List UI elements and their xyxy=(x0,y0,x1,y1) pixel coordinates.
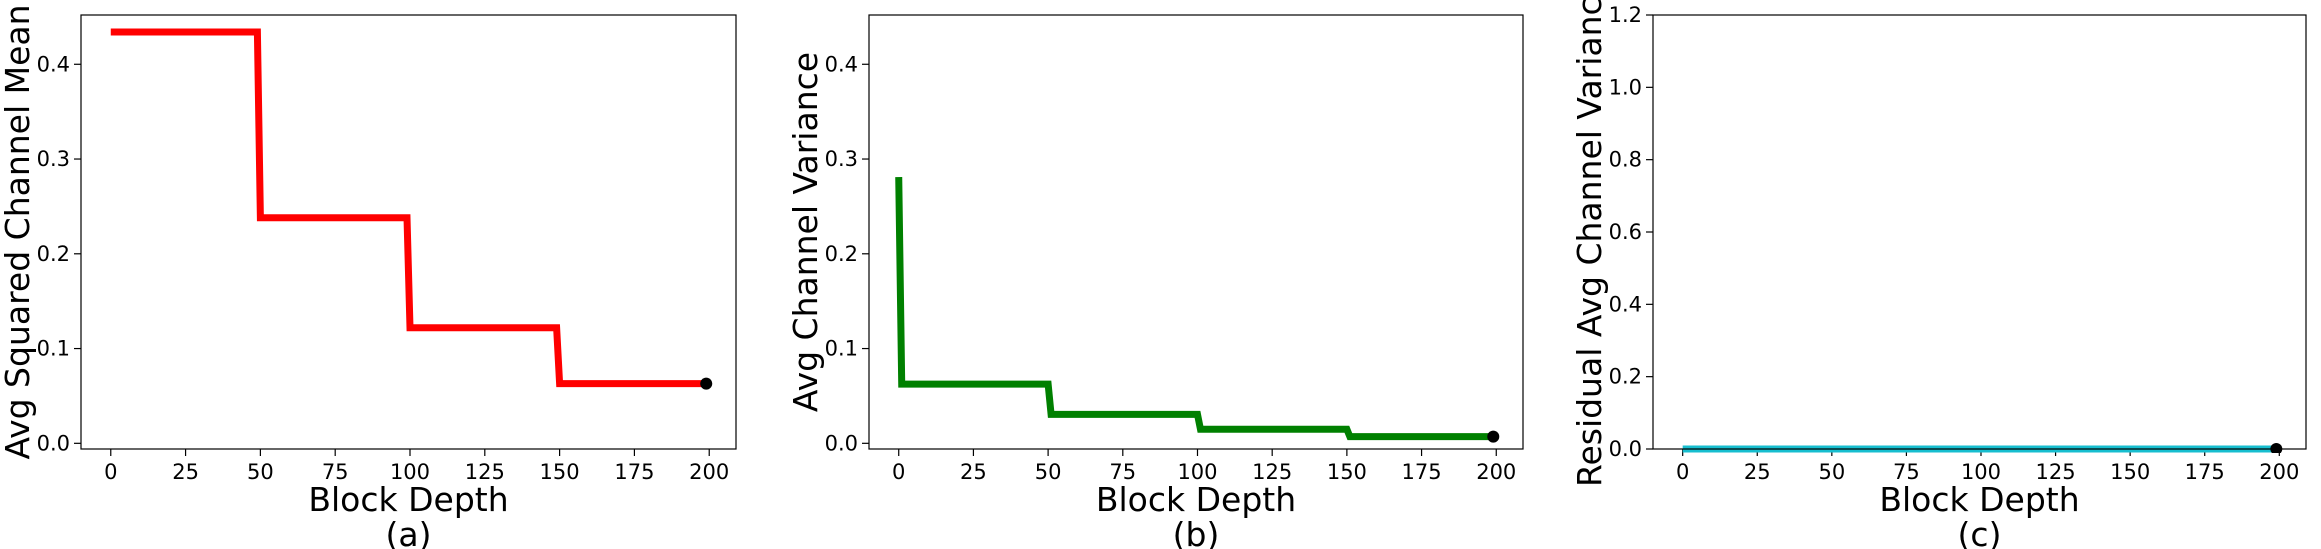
y-tick-label: 0.8 xyxy=(1609,148,1642,172)
end-marker xyxy=(2270,443,2283,453)
caption: (a) xyxy=(386,515,432,549)
x-tick-label: 0 xyxy=(1676,460,1689,484)
axes-frame xyxy=(868,14,1524,450)
y-tick-label: 0.2 xyxy=(37,242,70,266)
x-tick-label: 200 xyxy=(1476,460,1516,484)
axes-frame xyxy=(1652,14,2307,450)
x-tick-label: 50 xyxy=(1035,460,1062,484)
y-axis-label: Avg Squared Channel Mean xyxy=(0,4,37,459)
x-tick-label: 175 xyxy=(614,460,654,484)
caption: (c) xyxy=(1958,515,2002,549)
end-marker xyxy=(700,377,713,390)
panel: 0 25 50 75 100 125 150 175 200 0.0 0.2 0.4 0.6 0.8 1.0… xyxy=(1570,0,2307,549)
panel: 0 25 50 75 100 125 150 175 200 0.0 0.1 0.2 0.3 0.4 Blo… xyxy=(786,14,1524,549)
y-tick-label: 1.0 xyxy=(1609,75,1642,99)
x-tick-label: 100 xyxy=(1177,460,1217,484)
x-tick-label: 50 xyxy=(1818,460,1845,484)
x-tick-label: 25 xyxy=(960,460,987,484)
y-tick-label: 0.2 xyxy=(1609,365,1642,389)
x-tick-label: 75 xyxy=(322,460,349,484)
x-tick-label: 200 xyxy=(689,460,729,484)
x-tick-label: 125 xyxy=(2036,460,2076,484)
axes-frame xyxy=(80,14,737,450)
x-tick-label: 75 xyxy=(1893,460,1920,484)
x-tick-label: 100 xyxy=(390,460,430,484)
y-tick-label: 0.1 xyxy=(37,337,70,361)
panel: 0 25 50 75 100 125 150 175 200 0.0 0.1 0.2 0.3 0.4 Blo… xyxy=(0,4,737,549)
data-line xyxy=(895,176,1494,441)
x-tick-label: 50 xyxy=(247,460,274,484)
y-tick-label: 0.4 xyxy=(1609,292,1642,316)
y-tick-label: 0.0 xyxy=(37,431,70,455)
x-axis-label: Block Depth xyxy=(1096,480,1296,519)
y-tick-label: 0.4 xyxy=(37,52,70,76)
x-tick-label: 150 xyxy=(1327,460,1367,484)
y-tick-label: 0.3 xyxy=(825,147,858,171)
x-tick-label: 0 xyxy=(892,460,905,484)
caption: (b) xyxy=(1173,515,1220,549)
data-line xyxy=(110,28,707,388)
y-axis-label: Avg Channel Variance xyxy=(786,52,825,412)
y-tick-label: 1.2 xyxy=(1609,3,1642,27)
y-tick-label: 0.4 xyxy=(825,52,858,76)
x-tick-label: 125 xyxy=(465,460,505,484)
x-tick-label: 25 xyxy=(172,460,199,484)
end-marker xyxy=(1487,430,1500,443)
y-axis-label: Residual Avg Channel Variance xyxy=(1570,0,1609,487)
y-tick-label: 0.0 xyxy=(1609,437,1642,461)
x-tick-label: 0 xyxy=(104,460,117,484)
x-tick-label: 175 xyxy=(1402,460,1442,484)
plot-area xyxy=(110,28,713,390)
y-tick-label: 0.6 xyxy=(1609,220,1642,244)
x-tick-label: 150 xyxy=(2110,460,2150,484)
x-tick-label: 175 xyxy=(2185,460,2225,484)
x-tick-label: 75 xyxy=(1109,460,1136,484)
y-tick-label: 0.3 xyxy=(37,147,70,171)
x-tick-label: 100 xyxy=(1961,460,2001,484)
x-axis-label: Block Depth xyxy=(1879,480,2079,519)
x-tick-label: 125 xyxy=(1252,460,1292,484)
y-tick-label: 0.2 xyxy=(825,242,858,266)
y-tick-label: 0.0 xyxy=(825,431,858,455)
x-tick-label: 150 xyxy=(540,460,580,484)
x-axis-label: Block Depth xyxy=(308,480,508,519)
plot-area xyxy=(895,176,1500,443)
x-tick-label: 200 xyxy=(2259,460,2299,484)
y-tick-label: 0.1 xyxy=(825,337,858,361)
x-tick-label: 25 xyxy=(1744,460,1771,484)
